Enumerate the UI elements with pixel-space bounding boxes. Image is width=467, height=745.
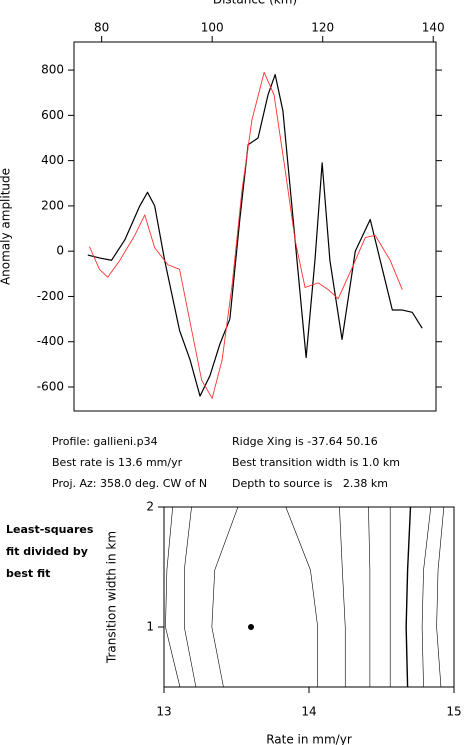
y-tick-label: -200	[37, 289, 64, 303]
y-tick-label: 600	[41, 108, 64, 122]
y-tick-label: 200	[41, 198, 64, 212]
info-text: Depth to source is 2.38 km	[232, 477, 388, 490]
contour-line	[405, 506, 412, 688]
contour-line	[368, 506, 371, 687]
x-tick-label: 80	[94, 21, 109, 35]
y-axis-label: Transition width in km	[105, 531, 119, 664]
contour-line	[421, 506, 432, 688]
x-tick-label: 13	[156, 705, 171, 719]
x-tick-label: 100	[201, 21, 224, 35]
y-axis-label: Anomaly amplitude	[0, 168, 13, 285]
x-tick-label: 120	[311, 21, 334, 35]
contour-line	[165, 506, 181, 688]
side-note: fit divided by	[6, 545, 88, 558]
y-tick-label: 0	[56, 244, 64, 258]
plot-frame	[73, 41, 437, 412]
x-tick-label: 14	[301, 705, 316, 719]
y-tick-label: -400	[37, 334, 64, 348]
side-note: Least-squares	[6, 523, 94, 536]
y-tick-label: 2	[146, 500, 154, 514]
y-tick-label: -600	[37, 380, 64, 394]
info-text: Profile: gallieni.p34	[52, 435, 158, 448]
contour-line	[339, 506, 346, 687]
profile-line	[87, 73, 423, 397]
x-tick-label: 140	[422, 21, 445, 35]
y-tick-label: 800	[41, 63, 64, 77]
profile-line	[89, 71, 403, 399]
best-fit-point	[248, 624, 254, 630]
info-text: Ridge Xing is -37.64 50.16	[232, 435, 378, 448]
contour-line	[436, 506, 445, 688]
info-text: Proj. Az: 358.0 deg. CW of N	[52, 477, 207, 490]
y-tick-label: 1	[146, 620, 154, 634]
contour-line	[211, 506, 239, 688]
x-axis-label: Rate in mm/yr	[266, 733, 352, 745]
info-text: Best transition width is 1.0 km	[232, 456, 400, 469]
side-note: best fit	[6, 567, 50, 580]
info-text: Best rate is 13.6 mm/yr	[52, 456, 183, 469]
contour-line	[184, 506, 197, 688]
x-axis-label: Distance (km)	[213, 0, 297, 7]
y-tick-label: 400	[41, 153, 64, 167]
x-tick-label: 15	[446, 705, 461, 719]
plot-frame	[163, 506, 455, 688]
contour-line	[285, 506, 319, 687]
